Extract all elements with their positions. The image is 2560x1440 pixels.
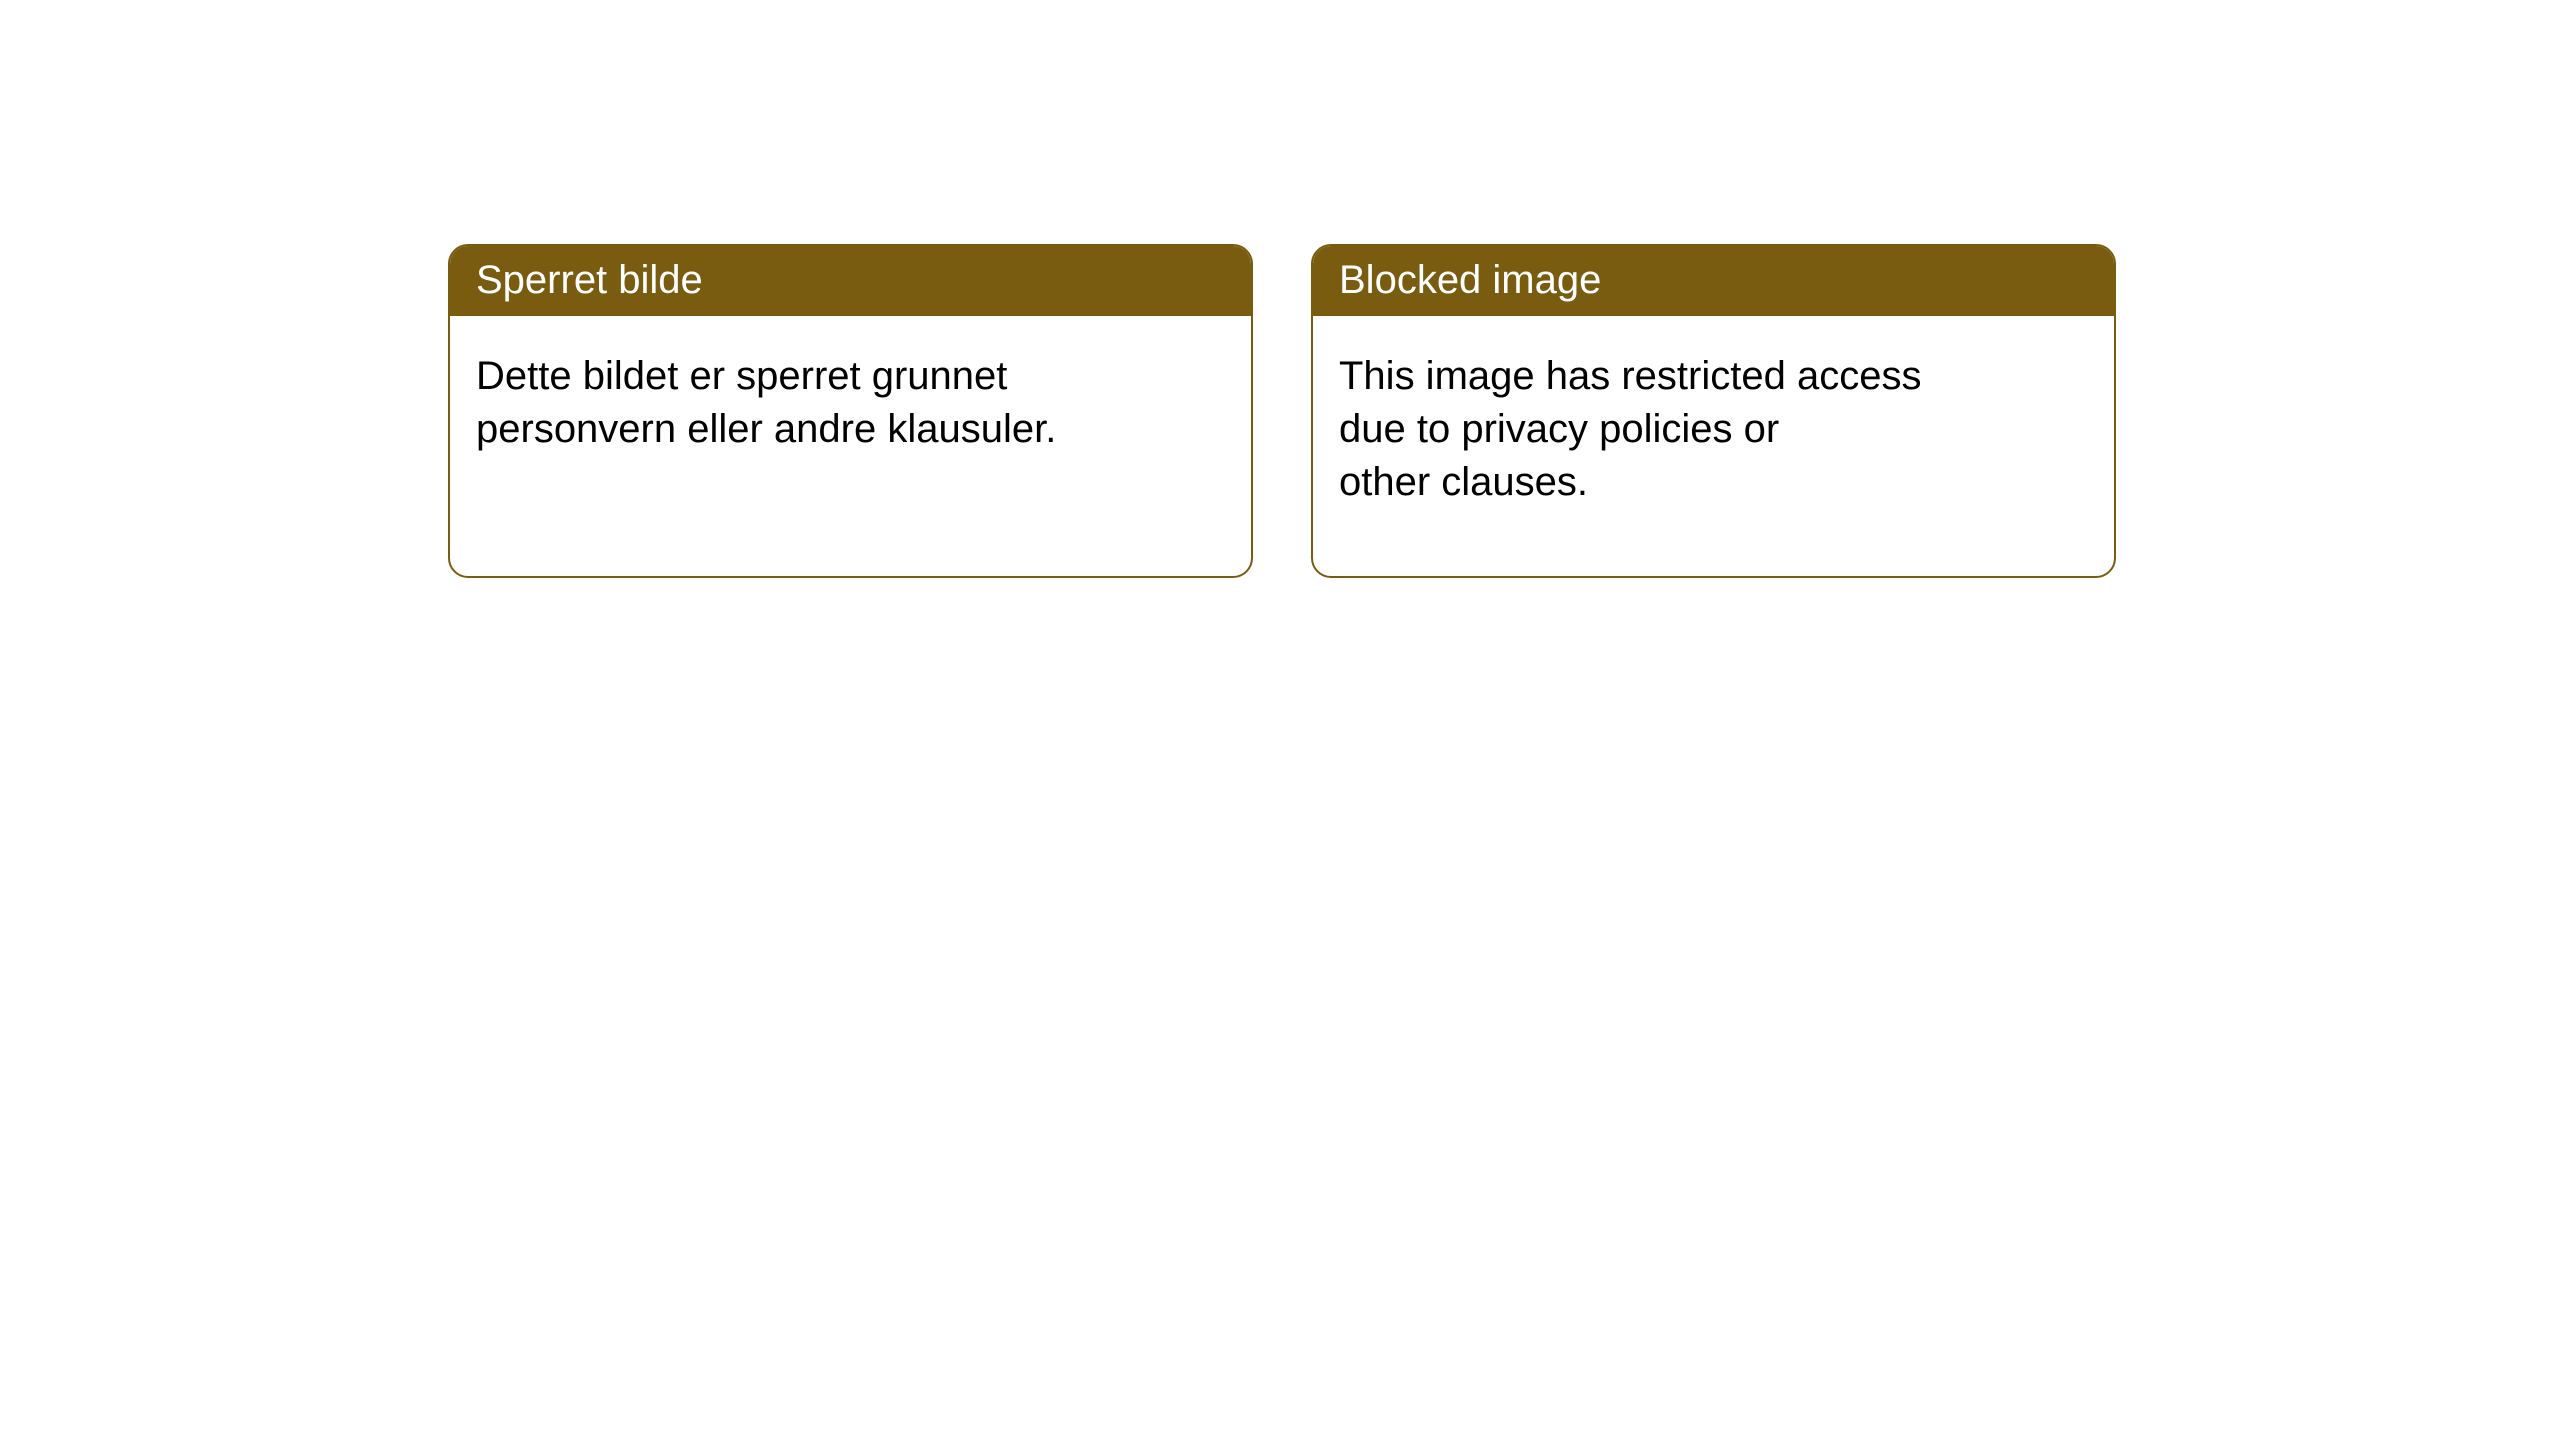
notices-container: Sperret bilde Dette bildet er sperret gr… [0, 0, 2560, 578]
notice-title-english: Blocked image [1313, 246, 2114, 316]
notice-title-norwegian: Sperret bilde [450, 246, 1251, 316]
notice-body-english: This image has restricted access due to … [1313, 316, 2114, 508]
notice-body-norwegian: Dette bildet er sperret grunnet personve… [450, 316, 1251, 456]
notice-card-english: Blocked image This image has restricted … [1311, 244, 2116, 578]
notice-card-norwegian: Sperret bilde Dette bildet er sperret gr… [448, 244, 1253, 578]
